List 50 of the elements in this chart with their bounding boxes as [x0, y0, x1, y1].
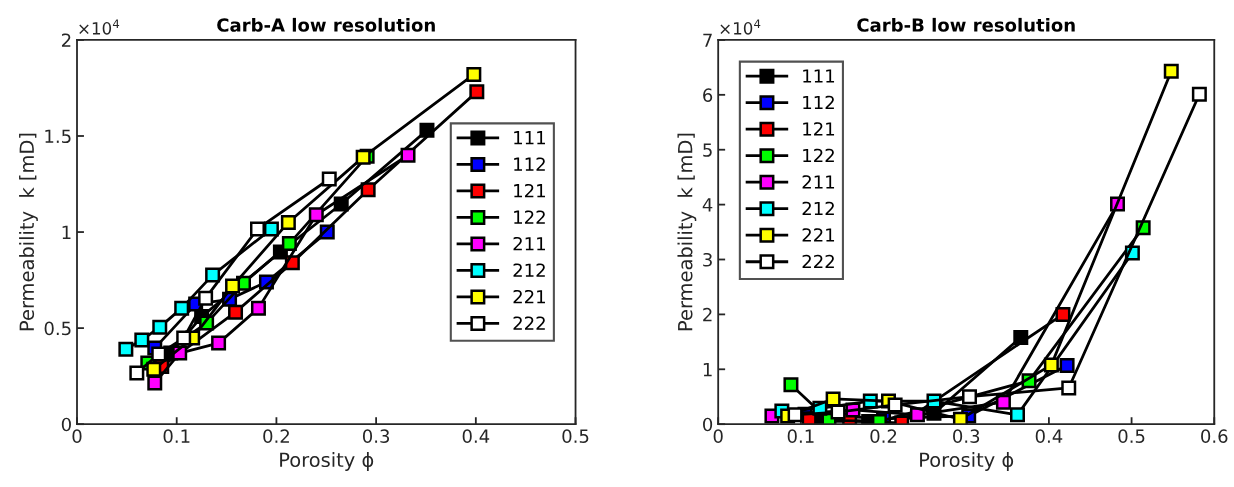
legend-label: 221 — [802, 228, 835, 242]
y-tick-label: 1 — [62, 225, 71, 239]
y-tick-label: 1.5 — [45, 129, 71, 144]
y-tick-label: 2 — [703, 307, 712, 322]
y-axis-title: Permeability k [mD] — [19, 133, 38, 331]
chart-title: Carb-B low resolution — [857, 17, 1075, 32]
x-tick-label: 0.5 — [1118, 429, 1145, 444]
legend-label: 221 — [513, 289, 545, 304]
y-tick-label: 3 — [703, 252, 712, 267]
x-axis-title: Porosity ϕ — [920, 452, 1014, 471]
y-axis-title: Permeability k [mD] — [677, 133, 697, 331]
text: ×10$^{4}$ — [720, 19, 761, 35]
x-tick-label: 0.3 — [362, 429, 390, 444]
x-tick-label: 0.4 — [1035, 429, 1063, 444]
legend-label: 212 — [513, 263, 545, 277]
legend-label: 222 — [513, 316, 545, 330]
x-tick-label: 0.4 — [462, 429, 490, 444]
x-axis-title: Porosity ϕ — [280, 452, 374, 471]
legend-label: 211 — [802, 175, 835, 189]
legend-label: 121 — [803, 122, 835, 136]
text: ×10$^{4}$ — [79, 19, 120, 35]
x-tick-label: 0.2 — [870, 429, 897, 444]
y-tick-label: 2 — [61, 33, 71, 47]
legend-label: 121 — [514, 183, 545, 198]
x-tick-label: 0.1 — [787, 429, 814, 444]
y-tick-label: 6 — [703, 88, 713, 102]
y-tick-label: 5 — [703, 143, 712, 157]
y-tick-label: 7 — [703, 33, 712, 47]
y-tick-label: 0 — [703, 417, 713, 432]
legend-label: 211 — [513, 236, 545, 251]
y-tick-label: 0.5 — [44, 321, 71, 336]
legend-label: 122 — [514, 210, 545, 224]
legend-label: 122 — [803, 148, 834, 163]
legend-label: 222 — [802, 254, 834, 269]
legend-label: 112 — [803, 95, 834, 110]
legend-label: 111 — [803, 69, 835, 83]
chart-title: Carb-A low resolution — [217, 17, 435, 32]
x-tick-label: 0.6 — [1201, 429, 1228, 444]
y-tick-label: 0 — [61, 417, 71, 432]
x-tick-label: 0 — [72, 429, 82, 444]
legend-label: 212 — [802, 201, 834, 216]
legend-label: 111 — [514, 131, 545, 145]
x-tick-label: 0.3 — [953, 429, 980, 444]
x-tick-label: 0.1 — [163, 429, 190, 444]
x-tick-label: 0 — [713, 429, 723, 444]
y-tick-label: 1 — [703, 362, 712, 377]
y-tick-label: 4 — [702, 198, 713, 212]
x-tick-label: 0.2 — [263, 429, 289, 444]
x-tick-label: 0.5 — [562, 429, 589, 444]
legend-label: 112 — [514, 157, 545, 171]
